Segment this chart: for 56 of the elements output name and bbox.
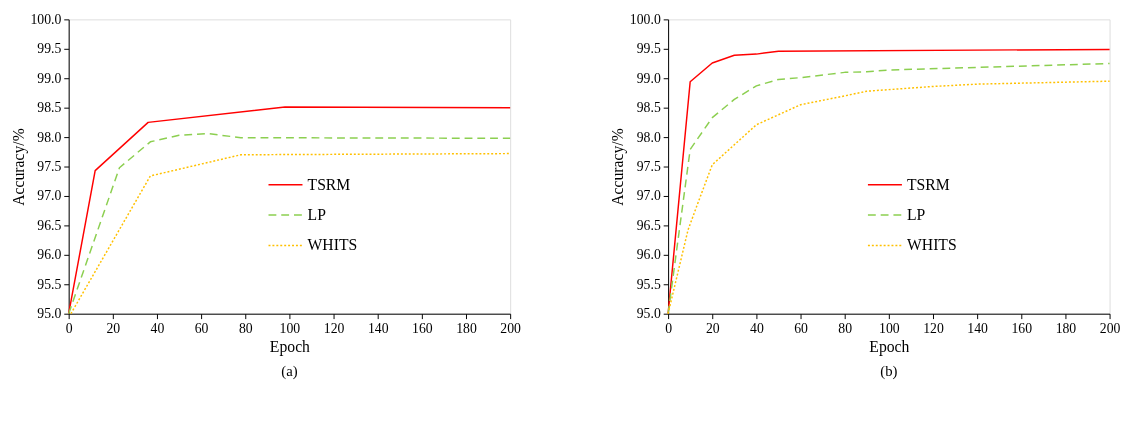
x-tick-label: 180: [456, 320, 477, 336]
y-tick-label: 95.5: [37, 276, 62, 292]
y-tick-label: 99.5: [636, 41, 661, 57]
legend-label: WHITS: [307, 236, 358, 254]
legend-label: TSRM: [907, 175, 950, 193]
y-tick-label: 100.0: [30, 11, 62, 27]
y-tick-label: 97.5: [37, 158, 62, 174]
legend-label: TSRM: [307, 175, 351, 193]
y-tick-label: 98.0: [37, 129, 62, 145]
x-tick-label: 200: [500, 320, 522, 336]
y-tick-label: 96.0: [37, 247, 62, 263]
y-tick-label: 98.0: [636, 129, 661, 145]
x-tick-label: 140: [367, 320, 389, 336]
x-axis-title: Epoch: [869, 338, 910, 357]
x-tick-label: 0: [665, 320, 673, 336]
y-tick-label: 100.0: [629, 11, 661, 27]
y-tick-label: 95.5: [636, 276, 661, 292]
x-tick-label: 0: [65, 320, 73, 336]
y-tick-label: 98.5: [636, 100, 661, 116]
legend-label: LP: [307, 206, 327, 224]
x-tick-label: 160: [1011, 320, 1033, 336]
x-tick-label: 40: [750, 320, 764, 336]
text: (a): [281, 363, 298, 381]
x-tick-label: 60: [194, 320, 209, 336]
x-tick-label: 20: [106, 320, 121, 336]
x-tick-label: 140: [967, 320, 989, 336]
y-tick-label: 97.0: [37, 188, 62, 204]
x-tick-label: 60: [794, 320, 809, 336]
x-tick-label: 40: [150, 320, 165, 336]
x-tick-label: 80: [238, 320, 253, 336]
x-axis-title: Epoch: [269, 338, 311, 357]
x-tick-label: 120: [923, 320, 944, 336]
y-tick-label: 99.0: [37, 70, 62, 86]
legend-label: WHITS: [907, 236, 957, 254]
y-tick-label: 96.5: [636, 217, 661, 233]
y-tick-label: 98.5: [37, 100, 62, 116]
y-tick-label: 95.0: [37, 306, 62, 322]
y-tick-label: 96.5: [37, 217, 62, 233]
y-tick-label: 99.5: [37, 41, 62, 57]
legend-label: LP: [907, 206, 926, 224]
x-tick-label: 180: [1055, 320, 1077, 336]
y-tick-label: 96.0: [636, 247, 661, 263]
y-tick-label: 95.0: [636, 306, 661, 322]
y-axis-title: Accuracy/%: [608, 128, 627, 206]
x-tick-label: 100: [879, 320, 900, 336]
x-tick-label: 160: [412, 320, 433, 336]
x-tick-label: 120: [323, 320, 345, 336]
y-tick-label: 97.5: [636, 158, 661, 174]
x-tick-label: 100: [279, 320, 301, 336]
x-tick-label: 20: [705, 320, 720, 336]
x-tick-label: 80: [838, 320, 853, 336]
text: (b): [880, 363, 898, 381]
y-tick-label: 99.0: [636, 70, 661, 86]
y-tick-label: 97.0: [636, 188, 661, 204]
y-axis-title: Accuracy/%: [9, 128, 28, 206]
x-tick-label: 200: [1099, 320, 1121, 336]
